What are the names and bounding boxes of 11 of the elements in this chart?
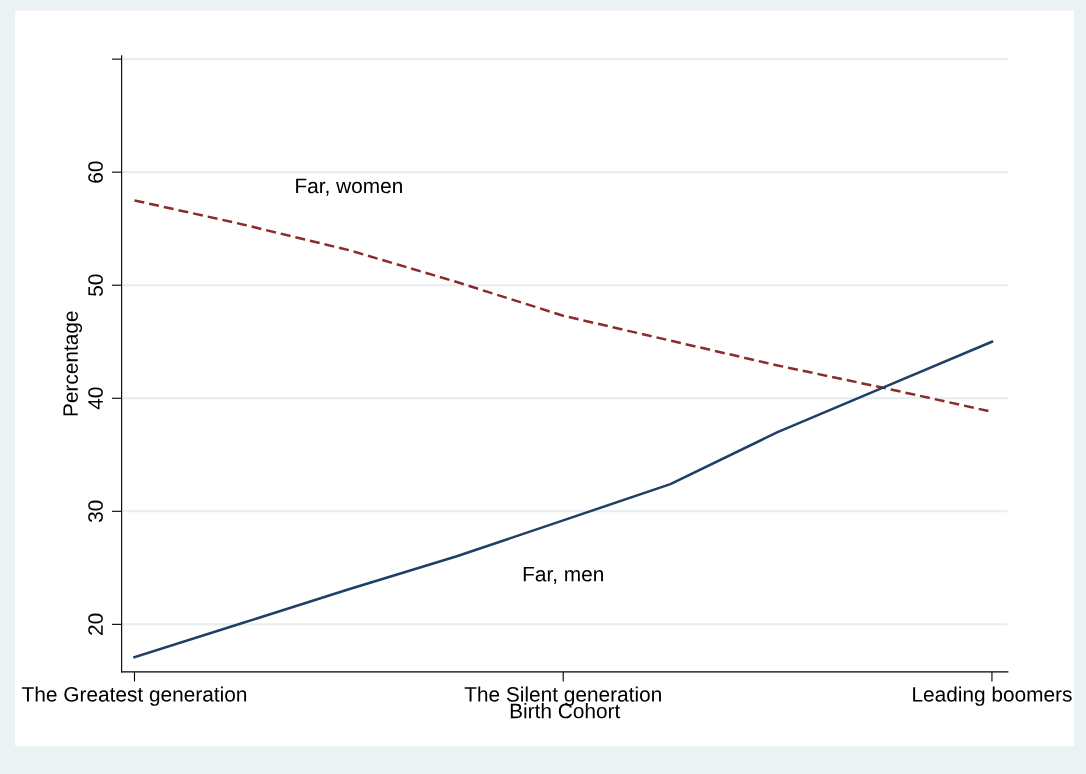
y-tick-label: 40: [88, 387, 103, 410]
series-label: Far, men: [523, 566, 603, 584]
y-tick-label: 20: [88, 613, 103, 635]
x-tick-label: The Greatest generation: [22, 686, 247, 706]
x-tick-label: Leading boomers: [913, 686, 1072, 706]
y-tick-label: 50: [88, 274, 103, 296]
y-tick-label: 30: [88, 500, 103, 523]
series-label: Far, women: [296, 178, 402, 196]
y-axis-title: Percentage: [63, 311, 83, 416]
line-series: [133, 340, 994, 659]
y-tick-label: 60: [88, 161, 103, 183]
